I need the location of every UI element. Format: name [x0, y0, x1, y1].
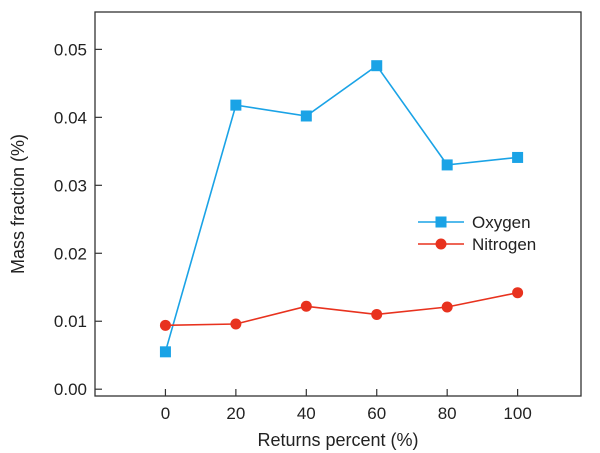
x-tick-label: 20 — [226, 404, 245, 423]
y-tick-label: 0.05 — [54, 40, 87, 59]
plot-frame — [94, 11, 582, 397]
legend-nitrogen-marker — [435, 238, 447, 250]
oxygen-marker — [512, 151, 524, 163]
oxygen-line — [164, 64, 518, 353]
legend-nitrogen-label: Nitrogen — [472, 235, 536, 254]
y-tick-label: 0.02 — [54, 244, 87, 263]
legend: Oxygen Nitrogen — [418, 213, 536, 254]
series-layer — [159, 60, 524, 358]
oxygen-marker — [441, 159, 453, 171]
y-tick-label: 0.01 — [54, 312, 87, 331]
x-tick-label: 100 — [503, 404, 531, 423]
y-axis-title: Mass fraction (%) — [8, 134, 28, 274]
nitrogen-marker — [159, 319, 171, 331]
nitrogen-marker — [371, 308, 383, 320]
oxygen-marker — [371, 60, 383, 72]
nitrogen-marker — [512, 287, 524, 299]
x-tick-label: 80 — [438, 404, 457, 423]
x-tick-label: 60 — [367, 404, 386, 423]
x-axis: 0 20 40 60 80 100 — [161, 389, 532, 423]
nitrogen-line — [165, 291, 518, 327]
nitrogen-marker — [300, 300, 312, 312]
x-tick-label: 40 — [297, 404, 316, 423]
x-tick-label: 0 — [161, 404, 170, 423]
y-tick-label: 0.00 — [54, 380, 87, 399]
y-tick-label: 0.04 — [54, 108, 87, 127]
nitrogen-marker — [441, 301, 453, 313]
legend-oxygen-label: Oxygen — [472, 213, 531, 232]
nitrogen-marker — [230, 318, 242, 330]
oxygen-marker — [230, 99, 242, 111]
y-tick-label: 0.03 — [54, 176, 87, 195]
y-axis: 0.00 0.01 0.02 0.03 0.04 0.05 — [54, 40, 102, 399]
oxygen-marker — [159, 346, 171, 358]
legend-oxygen-marker — [435, 216, 447, 228]
x-axis-title: Returns percent (%) — [257, 430, 418, 450]
oxygen-marker — [300, 110, 312, 122]
